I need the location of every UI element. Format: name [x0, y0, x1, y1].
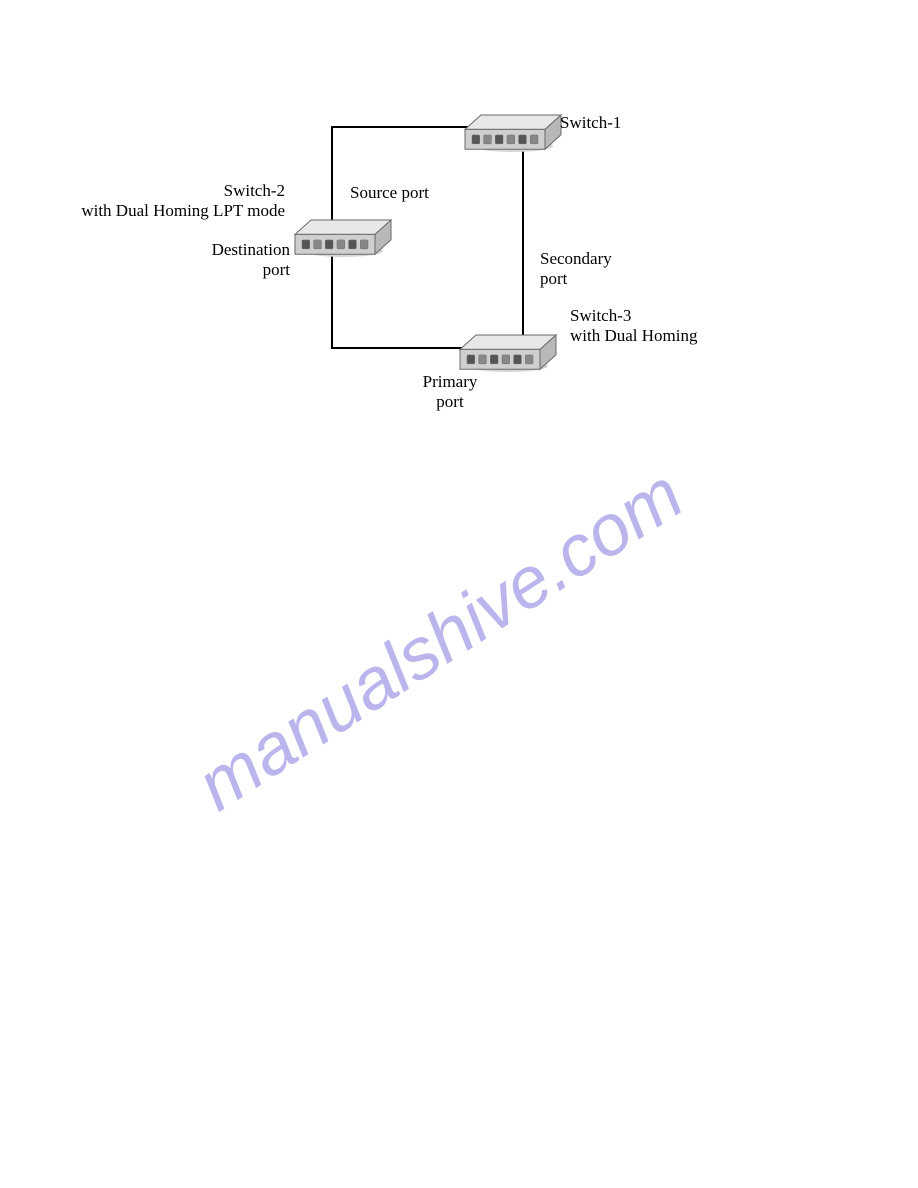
- switch-icon: [465, 115, 561, 152]
- label-dst_l1: Destination: [212, 240, 290, 260]
- label-sec_l2: port: [540, 269, 567, 289]
- diagram-svg: [0, 0, 918, 1188]
- label-sw2_l2: with Dual Homing LPT mode: [81, 201, 285, 221]
- label-src: Source port: [350, 183, 429, 203]
- edge: [332, 255, 463, 348]
- label-sw3_l2: with Dual Homing: [570, 326, 698, 346]
- diagram-stage: Switch-1 Switch-2with Dual Homing LPT mod…: [0, 0, 918, 1188]
- label-dst_l2: port: [263, 260, 290, 280]
- edge: [332, 127, 468, 227]
- label-sw3_l1: Switch-3: [570, 306, 631, 326]
- label-sec_l1: Secondary: [540, 249, 612, 269]
- switch-icon: [295, 220, 391, 257]
- label-sw2_l1: Switch-2: [224, 181, 285, 201]
- label-sw1: Switch-1: [560, 113, 621, 133]
- switch-icon: [460, 335, 556, 372]
- label-pri_l2: port: [436, 392, 463, 412]
- label-pri_l1: Primary: [423, 372, 478, 392]
